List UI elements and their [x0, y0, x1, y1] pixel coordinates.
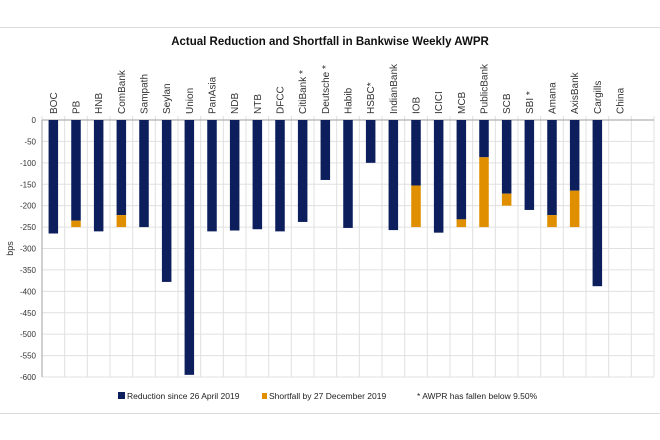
bar-reduction: [365, 120, 376, 163]
bar-reduction: [139, 120, 149, 228]
bar-reduction: [501, 120, 512, 194]
x-tick-label: DFCC: [276, 86, 287, 114]
y-tick-label: -250: [20, 223, 37, 232]
x-tick-label: CitiBank *: [298, 70, 309, 114]
bar-reduction: [297, 120, 308, 222]
y-tick-label: -300: [20, 245, 37, 254]
bar-shortfall: [569, 190, 580, 228]
bar-reduction: [433, 120, 444, 233]
x-tick-label: IOB: [412, 96, 423, 114]
bottom-rule: [0, 413, 660, 414]
bar-shortfall: [547, 215, 557, 228]
bar-reduction: [388, 120, 399, 231]
x-tick-label: HNB: [94, 93, 105, 114]
bar-shortfall: [116, 215, 127, 228]
bar-reduction: [48, 120, 59, 234]
chart-title: Actual Reduction and Shortfall in Bankwi…: [171, 36, 489, 48]
x-tick-label: SCB: [502, 93, 513, 114]
x-tick-label: PanAsia: [208, 76, 219, 114]
bar-reduction: [320, 120, 331, 180]
x-tick-label: AxisBank: [570, 71, 581, 114]
bar-reduction: [93, 120, 104, 232]
y-axis-label: bps: [5, 241, 15, 256]
bar-reduction: [592, 120, 603, 287]
x-tick-label: Cargills: [593, 81, 604, 114]
bar-reduction: [411, 120, 421, 186]
x-tick-label: NDB: [230, 93, 241, 114]
legend-label-reduction: Reduction since 26 April 2019: [127, 391, 240, 401]
x-tick-label: NTB: [253, 94, 264, 114]
x-tick-label: Union: [185, 88, 196, 114]
x-tick-label: Deutsche *: [321, 65, 332, 114]
y-tick-label: -500: [20, 330, 37, 339]
x-tick-label: IndianBank: [389, 63, 400, 114]
bar-reduction: [547, 120, 557, 216]
y-tick-label: -100: [20, 159, 37, 168]
bar-reduction: [524, 120, 535, 210]
y-tick-label: -450: [20, 309, 37, 318]
x-tick-label: ComBank: [117, 69, 128, 114]
x-tick-label: Seylan: [162, 83, 173, 114]
bar-reduction: [343, 120, 353, 228]
bar-shortfall: [479, 157, 489, 228]
y-tick-label: -150: [20, 180, 37, 189]
x-tick-label: Sampath: [140, 74, 151, 114]
y-tick-label: -200: [20, 202, 37, 211]
y-tick-label: -600: [20, 373, 37, 382]
bar-shortfall: [501, 193, 512, 206]
bar-reduction: [569, 120, 580, 191]
bar-reduction: [479, 120, 489, 158]
legend-item-reduction: Reduction since 26 April 2019: [118, 391, 239, 401]
x-tick-label: SBI *: [525, 91, 536, 114]
x-tick-label: Habib: [344, 87, 355, 114]
y-tick-label: -550: [20, 352, 37, 361]
bar-reduction: [275, 120, 285, 232]
legend-swatch-shortfall: [262, 393, 267, 399]
bar-reduction: [116, 120, 127, 216]
y-tick-label: -50: [24, 137, 36, 146]
bar-reduction: [184, 120, 195, 375]
bar-shortfall: [411, 185, 421, 228]
x-tick-label: PublicBank: [480, 63, 491, 114]
top-rule: [0, 27, 660, 28]
legend-label-shortfall: Shortfall by 27 December 2019: [269, 391, 387, 401]
x-tick-label: PB: [72, 100, 83, 114]
x-tick-label: BOC: [49, 92, 60, 114]
y-tick-label: 0: [32, 116, 37, 125]
bar-reduction: [456, 120, 467, 220]
x-tick-label: Amana: [548, 82, 559, 114]
y-tick-label: -350: [20, 266, 37, 275]
bar-reduction: [207, 120, 217, 232]
bar-reduction: [161, 120, 172, 282]
x-tick-label: ICICI: [434, 91, 445, 114]
x-tick-label: China: [616, 87, 627, 114]
bar-reduction: [229, 120, 240, 231]
legend-item-shortfall: Shortfall by 27 December 2019: [262, 391, 386, 401]
bar-shortfall: [456, 219, 467, 228]
y-tick-label: -400: [20, 287, 37, 296]
bar-reduction: [252, 120, 263, 230]
legend-swatch-reduction: [118, 392, 125, 399]
x-tick-label: HSBC*: [366, 82, 377, 114]
bar-reduction: [71, 120, 81, 221]
legend-note: * AWPR has fallen below 9.50%: [417, 391, 538, 401]
bar-shortfall: [71, 220, 81, 228]
x-tick-label: MCB: [457, 91, 468, 114]
